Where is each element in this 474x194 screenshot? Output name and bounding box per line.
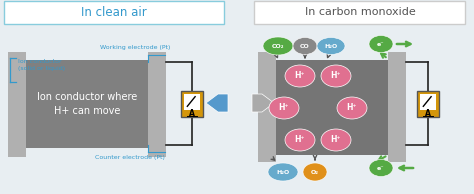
Text: H⁺: H⁺ xyxy=(279,104,289,113)
Ellipse shape xyxy=(369,159,393,177)
Ellipse shape xyxy=(269,97,299,119)
Ellipse shape xyxy=(303,163,327,181)
Bar xyxy=(258,52,276,162)
Text: H⁺: H⁺ xyxy=(295,135,305,145)
Ellipse shape xyxy=(268,163,298,181)
Ellipse shape xyxy=(263,37,293,55)
Ellipse shape xyxy=(285,65,315,87)
Text: In carbon monoxide: In carbon monoxide xyxy=(305,7,415,17)
Ellipse shape xyxy=(317,37,345,55)
Bar xyxy=(184,94,201,110)
FancyBboxPatch shape xyxy=(3,1,225,23)
FancyArrow shape xyxy=(252,94,274,112)
Ellipse shape xyxy=(337,97,367,119)
Text: H⁺: H⁺ xyxy=(347,104,357,113)
Text: A: A xyxy=(425,109,431,118)
Bar xyxy=(8,52,26,157)
Bar xyxy=(388,52,406,162)
Text: Ion conductor
(solid or liquid): Ion conductor (solid or liquid) xyxy=(18,59,65,71)
Text: H⁺: H⁺ xyxy=(295,72,305,81)
Ellipse shape xyxy=(293,37,317,55)
Text: In clean air: In clean air xyxy=(81,5,147,18)
Bar xyxy=(181,92,203,118)
Ellipse shape xyxy=(321,129,351,151)
FancyArrow shape xyxy=(206,94,228,112)
Text: O₂: O₂ xyxy=(311,170,319,174)
Text: e⁻: e⁻ xyxy=(377,165,385,171)
Text: A: A xyxy=(189,109,195,118)
Text: CO: CO xyxy=(300,43,310,48)
Text: H₂O: H₂O xyxy=(276,170,290,174)
Bar xyxy=(26,60,148,148)
Text: e⁻: e⁻ xyxy=(377,42,385,47)
Text: CO₂: CO₂ xyxy=(272,43,284,48)
Bar xyxy=(148,52,166,157)
Text: Ion conductor where
H+ can move: Ion conductor where H+ can move xyxy=(37,92,137,116)
Bar xyxy=(417,92,439,118)
FancyBboxPatch shape xyxy=(255,1,465,23)
Bar xyxy=(419,94,437,110)
Ellipse shape xyxy=(369,36,393,53)
Ellipse shape xyxy=(321,65,351,87)
Text: H₂O: H₂O xyxy=(324,43,337,48)
Text: H⁺: H⁺ xyxy=(331,135,341,145)
Text: Counter electrode (Pt): Counter electrode (Pt) xyxy=(95,156,165,160)
Ellipse shape xyxy=(285,129,315,151)
Bar xyxy=(276,60,388,155)
Text: Working electrode (Pt): Working electrode (Pt) xyxy=(100,46,170,50)
Text: H⁺: H⁺ xyxy=(331,72,341,81)
